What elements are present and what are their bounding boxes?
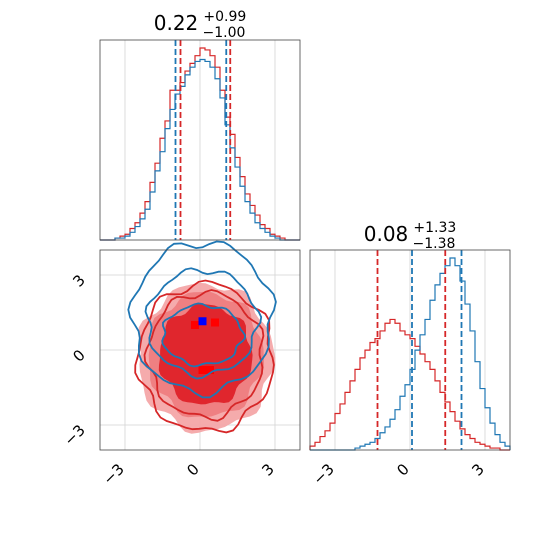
panel-bottom-left-contour: −3 0 3 −3 0 3	[60, 240, 301, 488]
contour-fill-0-2	[158, 303, 253, 405]
right-xtick-label: 0	[393, 460, 412, 479]
top-hist-frame	[99, 39, 301, 241]
title-top-left-value: 0.22	[154, 11, 199, 35]
title-bottom-right-value: 0.08	[364, 222, 409, 246]
contour-line-1-1	[144, 267, 263, 380]
contour-xtick-label: −3	[99, 460, 127, 488]
contour-frame	[99, 249, 301, 451]
top-hist-series-0	[100, 47, 300, 241]
panel-top-left-histogram	[99, 39, 301, 241]
contour-point-0-0	[191, 321, 199, 329]
title-top-left-sup: +0.99	[203, 9, 246, 25]
title-bottom-right: 0.08 +1.33	[364, 220, 457, 246]
title-bottom-right-sup: +1.33	[413, 220, 456, 236]
contour-ytick-label: 3	[69, 271, 88, 290]
contour-ytick-label: −3	[60, 421, 88, 449]
contour-point-0-1	[211, 318, 219, 327]
contour-ytick-label: 0	[69, 346, 88, 365]
right-xtick-label: −3	[309, 460, 337, 488]
contour-line-1-2	[161, 302, 246, 368]
panel-bottom-right-histogram: −3 0 3	[309, 249, 511, 488]
contour-point-1-0	[198, 317, 207, 326]
contour-line-0-1	[143, 289, 265, 422]
contour-line-1-0	[127, 240, 277, 399]
title-top-left: 0.22 +0.99	[154, 9, 247, 35]
title-top-left-sub: −1.00	[203, 25, 246, 41]
right-hist-frame	[309, 249, 511, 451]
contour-xtick-label: 3	[258, 460, 277, 479]
title-bottom-right-sub: −1.38	[413, 236, 456, 252]
contour-line-0-0	[134, 279, 275, 434]
top-hist-series-1	[100, 58, 300, 241]
right-xtick-label: 3	[468, 460, 487, 479]
contour-xtick-label: 0	[183, 460, 202, 479]
right-hist-series-0	[309, 318, 510, 451]
right-hist-series-1	[310, 257, 511, 451]
contour-point-0-3	[206, 366, 214, 374]
contour-point-0-2	[198, 366, 207, 374]
